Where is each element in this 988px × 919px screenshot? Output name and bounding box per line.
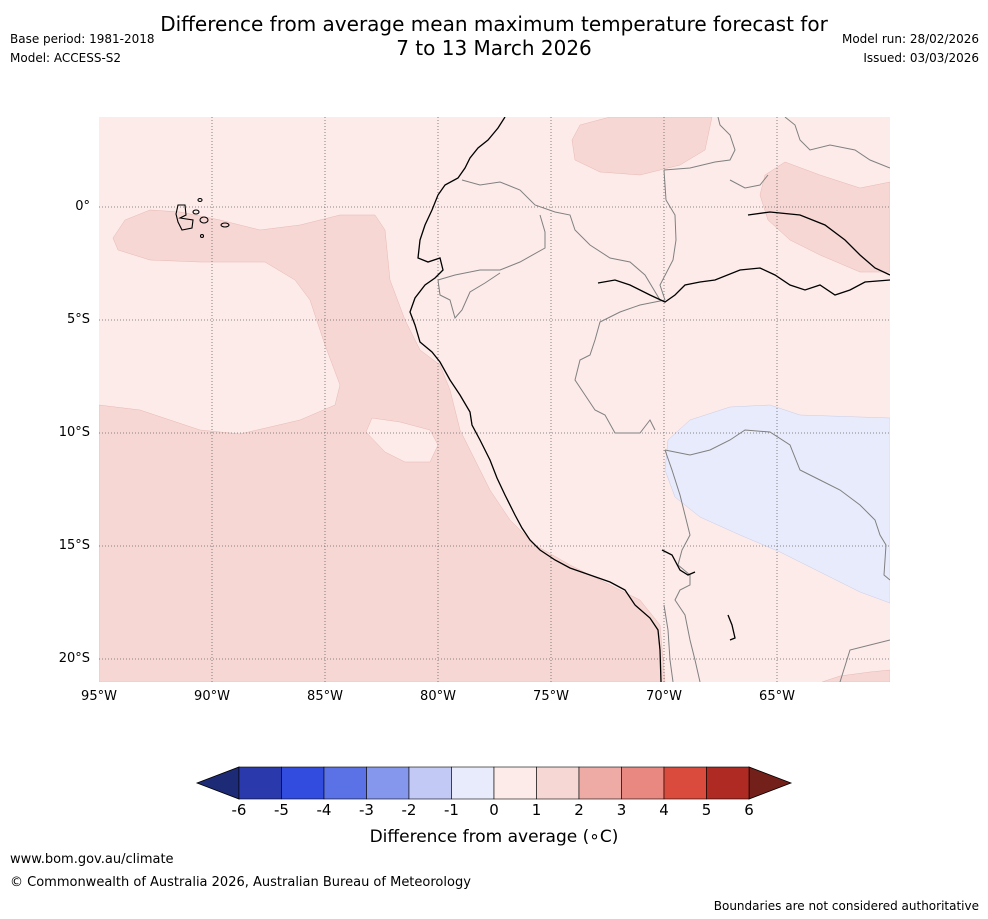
- colorbar-tick: -1: [444, 801, 459, 819]
- colorbar-tick: 5: [701, 801, 712, 819]
- colorbar-over-arrow: [748, 766, 793, 800]
- meta-right: Model run: 28/02/2026 Issued: 03/03/2026: [842, 31, 979, 66]
- colorbar-under-arrow: [195, 766, 240, 800]
- galapagos-islands: [175, 197, 230, 239]
- boundaries-disclaimer: Boundaries are not considered authoritat…: [713, 899, 979, 913]
- colorbar-tick: -6: [231, 801, 247, 819]
- model-name: Model: ACCESS-S2: [10, 51, 122, 65]
- colorbar-tick: -5: [274, 801, 289, 819]
- colorbar-tick: -3: [359, 801, 374, 819]
- colorbar-tick: 3: [616, 801, 627, 819]
- colorbar-tick: -2: [401, 801, 417, 819]
- lon-label-85w: 85°W: [307, 689, 343, 704]
- map-plot: [99, 117, 890, 682]
- anomaly-region-minus1-to-0: [664, 404, 890, 604]
- country-borders: [437, 117, 890, 682]
- colorbar-segment: [621, 766, 665, 800]
- lat-label-10s: 10°S: [58, 425, 90, 440]
- colorbar-tick: 6: [744, 801, 754, 819]
- coastlines: [409, 117, 890, 682]
- anomaly-region-1-to-2-southeast: [821, 669, 890, 682]
- colorbar-segment: [281, 766, 325, 800]
- anomaly-region-0-to-1-pocket: [365, 417, 439, 463]
- colorbar-tick: 4: [659, 801, 669, 819]
- anomaly-region-1-to-2-north: [571, 117, 713, 176]
- model-run: Model run: 28/02/2026: [841, 32, 979, 46]
- copyright-notice: © Commonwealth of Australia 2026, Austra…: [10, 875, 471, 890]
- colorbar-segment: [451, 766, 495, 800]
- colorbar-title-unit: ∘C): [589, 827, 619, 847]
- lon-label-95w: 95°W: [81, 689, 117, 704]
- chart-title: Difference from average mean maximum tem…: [0, 12, 988, 60]
- colorbar-segment: [578, 766, 622, 800]
- colorbar-segment: [663, 766, 707, 800]
- lon-label-75w: 75°W: [533, 689, 569, 704]
- lat-label-15s: 15°S: [58, 538, 90, 553]
- colorbar-tick: 1: [531, 801, 542, 819]
- lat-label-0: 0°: [75, 199, 90, 214]
- lat-label-5s: 5°S: [66, 312, 90, 327]
- colorbar-title-text: Difference from average (: [369, 827, 590, 847]
- colorbar-segment: [706, 766, 750, 800]
- lon-label-70w: 70°W: [646, 689, 682, 704]
- colorbar-tick: 2: [574, 801, 584, 819]
- lon-label-80w: 80°W: [420, 689, 456, 704]
- colorbar-segment: [536, 766, 580, 800]
- lon-label-90w: 90°W: [194, 689, 230, 704]
- lat-label-20s: 20°S: [58, 651, 90, 666]
- website-link[interactable]: www.bom.gov.au/climate: [10, 852, 174, 867]
- issued-date: Issued: 03/03/2026: [863, 51, 979, 65]
- colorbar: [195, 766, 793, 800]
- lon-label-65w: 65°W: [759, 689, 795, 704]
- colorbar-segment: [366, 766, 410, 800]
- colorbar-segment: [493, 766, 537, 800]
- anomaly-region-1-to-2-northeast: [759, 161, 890, 273]
- base-period: Base period: 1981-2018: [10, 32, 155, 46]
- colorbar-title: Difference from average (∘C): [0, 827, 988, 847]
- graticule: [99, 117, 890, 682]
- title-line-1: Difference from average mean maximum tem…: [160, 12, 828, 36]
- colorbar-tick: -4: [316, 801, 332, 819]
- title-line-2: 7 to 13 March 2026: [396, 36, 592, 60]
- meta-left: Base period: 1981-2018 Model: ACCESS-S2: [10, 31, 155, 66]
- colorbar-segment: [323, 766, 367, 800]
- colorbar-segment: [238, 766, 282, 800]
- colorbar-segment: [408, 766, 452, 800]
- colorbar-tick: 0: [489, 801, 499, 819]
